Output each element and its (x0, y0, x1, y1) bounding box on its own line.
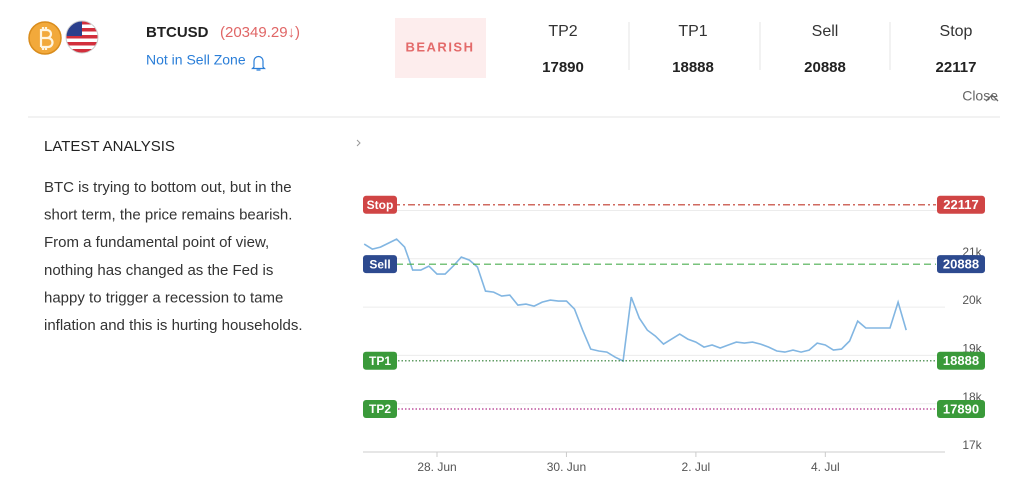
level-value-label: 18888 (943, 353, 979, 368)
level-value: 17890 (542, 59, 584, 76)
level-value: 22117 (936, 59, 977, 76)
us-flag-icon (65, 20, 99, 54)
analysis-line: BTC is trying to bottom out, but in the (44, 179, 292, 196)
level-value-tag (937, 351, 985, 370)
x-tick-label: 28. Jun (417, 460, 456, 474)
chevron-up[interactable] (985, 94, 999, 102)
analysis-line: short term, the price remains bearish. (44, 207, 292, 224)
level-name: Stop (940, 23, 973, 40)
price: (20349.29↓) (220, 24, 300, 41)
close-link[interactable]: Close (962, 88, 998, 104)
level-value: 20888 (804, 59, 846, 76)
price-line (363, 238, 907, 363)
y-tick-label: 20k (962, 293, 982, 307)
bell-icon[interactable] (251, 55, 266, 71)
level-tag-label: Stop (367, 198, 394, 212)
level-name: TP2 (548, 23, 577, 40)
expand-arrow[interactable] (356, 139, 361, 147)
level-tag (363, 351, 397, 370)
level-value-label: 20888 (943, 257, 979, 272)
level-name: TP1 (678, 23, 707, 40)
analysis-line: inflation and this is hurting households… (44, 317, 303, 334)
signal: BEARISH (405, 39, 474, 54)
x-tick-label: 30. Jun (547, 460, 586, 474)
x-tick-label: 4. Jul (811, 460, 840, 474)
analysis-line: From a fundamental point of view, (44, 234, 269, 251)
analysis-line: happy to trigger a recession to tame (44, 289, 283, 306)
level-tag-label: Sell (369, 257, 390, 271)
level-tag (363, 400, 397, 419)
level-value-tag (937, 195, 985, 214)
level-value-label: 22117 (943, 197, 978, 212)
y-tick-label: 17k (962, 438, 982, 452)
signal-badge (395, 18, 486, 78)
level-name: Sell (812, 23, 839, 40)
level-tag-label: TP1 (369, 354, 391, 368)
level-value-label: 17890 (943, 401, 979, 416)
level-tag (363, 255, 397, 274)
bitcoin-icon (28, 21, 62, 55)
level-value-tag (937, 255, 985, 274)
analysis-title: LATEST ANALYSIS (44, 138, 175, 155)
x-tick-label: 2. Jul (682, 460, 711, 474)
level-tag-label: TP2 (369, 402, 391, 416)
zone-status[interactable]: Not in Sell Zone (146, 52, 246, 68)
level-value-tag (937, 400, 985, 419)
symbol: BTCUSD (146, 24, 209, 41)
level-tag (363, 195, 397, 214)
level-value: 18888 (672, 59, 714, 76)
analysis-line: nothing has changed as the Fed is (44, 262, 273, 279)
